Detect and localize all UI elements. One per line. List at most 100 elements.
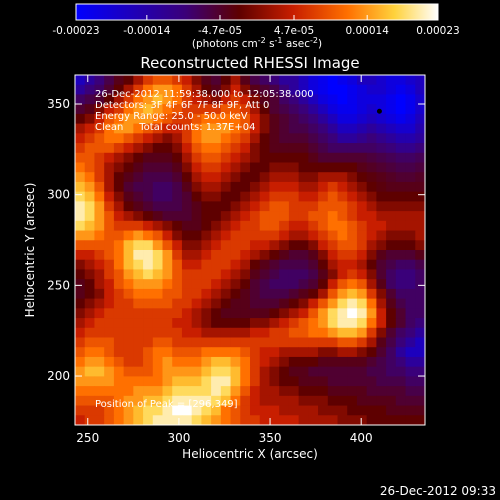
heatmap-cell: [191, 269, 202, 280]
heatmap-cell: [181, 395, 193, 406]
heatmap-cell: [337, 143, 348, 154]
y-tick-label: 200: [47, 369, 70, 383]
heatmap-cell: [259, 337, 270, 348]
heatmap-cell: [308, 211, 319, 222]
heatmap-cell: [415, 395, 426, 406]
heatmap-cell: [181, 162, 193, 173]
heatmap-cell: [405, 211, 416, 222]
heatmap-cell: [318, 94, 329, 105]
heatmap-cell: [172, 94, 183, 105]
heatmap-cell: [415, 143, 426, 154]
heatmap-cell: [75, 201, 86, 212]
heatmap-cell: [366, 415, 377, 426]
heatmap-cell: [152, 250, 163, 261]
heatmap-cell: [201, 123, 212, 134]
heatmap-cell: [123, 337, 134, 348]
heatmap-cell: [113, 405, 125, 416]
heatmap-cell: [269, 191, 280, 202]
heatmap-cell: [162, 172, 173, 183]
heatmap-cell: [191, 191, 202, 202]
heatmap-cell: [75, 259, 86, 270]
heatmap-cell: [143, 143, 154, 154]
heatmap-cell: [386, 75, 397, 86]
heatmap-cell: [133, 75, 144, 86]
heatmap-cell: [279, 220, 290, 231]
heatmap-cell: [152, 123, 163, 134]
heatmap-cell: [327, 288, 338, 300]
heatmap-cell: [84, 356, 95, 368]
heatmap-cell: [133, 405, 144, 416]
heatmap-cell: [94, 250, 105, 261]
heatmap-cell: [172, 220, 183, 231]
heatmap-cell: [366, 318, 377, 329]
heatmap-cell: [162, 123, 173, 134]
heatmap-cell: [395, 240, 406, 251]
heatmap-cell: [288, 75, 300, 86]
heatmap-cell: [94, 94, 105, 105]
heatmap-cell: [405, 395, 416, 406]
heatmap-cell: [259, 104, 270, 115]
heatmap-cell: [259, 298, 270, 309]
heatmap-cell: [123, 123, 134, 134]
heatmap-cell: [318, 395, 329, 406]
heatmap-cell: [162, 191, 173, 202]
heatmap-cell: [405, 279, 416, 290]
heatmap-cell: [152, 327, 163, 338]
heatmap-cell: [269, 123, 280, 134]
heatmap-cell: [376, 211, 387, 222]
heatmap-cell: [259, 133, 270, 144]
heatmap-cell: [337, 220, 348, 231]
heatmap-cell: [415, 84, 426, 95]
heatmap-cell: [143, 94, 154, 105]
heatmap-cell: [269, 395, 280, 406]
heatmap-cell: [395, 230, 406, 241]
heatmap-cell: [113, 230, 125, 241]
heatmap-cell: [279, 240, 290, 251]
heatmap-cell: [376, 201, 387, 212]
heatmap-cell: [259, 395, 270, 406]
heatmap-cell: [75, 113, 86, 125]
heatmap-cell: [220, 386, 231, 397]
heatmap-cell: [152, 308, 163, 319]
heatmap-cell: [94, 133, 105, 144]
heatmap-cell: [288, 152, 300, 163]
heatmap-cell: [405, 143, 416, 154]
heatmap-cell: [201, 366, 212, 377]
heatmap-cell: [269, 347, 280, 358]
heatmap-cell: [172, 172, 183, 183]
heatmap-cell: [386, 298, 397, 309]
heatmap-cell: [201, 220, 212, 231]
heatmap-cell: [250, 75, 261, 86]
heatmap-cell: [133, 298, 144, 309]
heatmap-cell: [356, 143, 368, 154]
heatmap-cell: [84, 415, 95, 426]
heatmap-cell: [279, 347, 290, 358]
heatmap-cell: [386, 308, 397, 319]
heatmap-cell: [366, 75, 377, 86]
heatmap-cell: [191, 230, 202, 241]
heatmap-cell: [94, 356, 105, 368]
heatmap-cell: [250, 230, 261, 241]
heatmap-cell: [327, 181, 338, 193]
heatmap-cell: [405, 104, 416, 115]
heatmap-cell: [94, 143, 105, 154]
heatmap-cell: [240, 337, 251, 348]
heatmap-cell: [318, 279, 329, 290]
heatmap-cell: [75, 415, 86, 426]
heatmap-cell: [240, 279, 251, 290]
heatmap-cell: [220, 376, 231, 387]
heatmap-cell: [386, 318, 397, 329]
heatmap-cell: [327, 230, 338, 241]
heatmap-cell: [288, 181, 300, 193]
heatmap-cell: [84, 143, 95, 154]
heatmap-cell: [269, 220, 280, 231]
heatmap-cell: [123, 201, 134, 212]
heatmap-cell: [143, 162, 154, 173]
heatmap-cell: [220, 240, 231, 251]
y-tick-label: 250: [47, 278, 70, 292]
heatmap-cell: [415, 298, 426, 309]
heatmap-cell: [133, 201, 144, 212]
heatmap-cell: [152, 172, 163, 183]
heatmap-cell: [250, 113, 261, 125]
heatmap-cell: [259, 123, 270, 134]
